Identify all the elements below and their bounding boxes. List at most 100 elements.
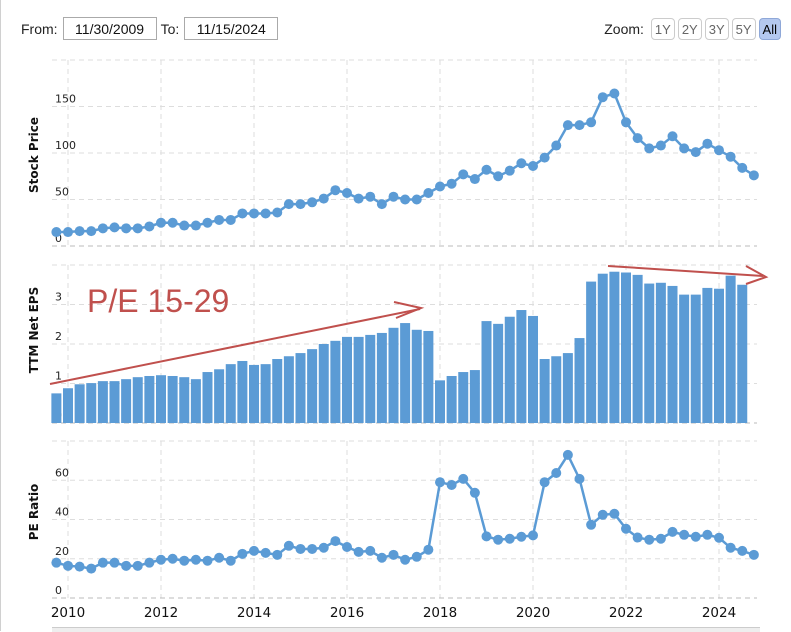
data-point <box>551 467 562 478</box>
data-point <box>528 530 538 541</box>
eps-bar <box>737 284 748 423</box>
data-point <box>190 554 201 565</box>
y-tick-label: 1 <box>55 370 62 383</box>
zoom-3y-button[interactable]: 3Y <box>704 18 729 40</box>
zoom-5y-button[interactable]: 5Y <box>731 18 756 40</box>
y-tick-label: 0 <box>55 232 62 245</box>
y-tick-label: 100 <box>55 139 76 152</box>
zoom-controls: Zoom: 1Y 2Y 3Y 5Y All <box>604 18 781 40</box>
data-point <box>167 217 178 228</box>
data-point <box>597 509 608 520</box>
data-point <box>737 545 748 556</box>
eps-bar <box>295 353 306 423</box>
data-point <box>132 223 143 234</box>
data-point <box>376 199 387 210</box>
data-point <box>132 560 143 571</box>
eps-bar <box>446 375 457 423</box>
eps-bar <box>249 364 259 423</box>
eps-bar <box>63 388 73 423</box>
data-point <box>249 545 259 556</box>
data-point <box>562 120 573 131</box>
eps-bar <box>260 364 271 423</box>
x-tick-label: 2012 <box>144 605 178 621</box>
data-point <box>621 523 631 534</box>
data-point <box>655 140 666 151</box>
eps-bar <box>318 344 329 423</box>
to-date-input[interactable] <box>184 17 279 40</box>
x-tick-label: 2010 <box>51 605 85 621</box>
eps-bar <box>190 379 201 423</box>
data-point <box>679 529 690 540</box>
eps-bar <box>167 375 178 423</box>
data-point <box>400 554 411 565</box>
arrowhead-icon <box>745 265 769 285</box>
zoom-1y-button[interactable]: 1Y <box>650 18 675 40</box>
data-point <box>539 152 550 163</box>
eps-bar <box>644 283 655 423</box>
data-point <box>283 199 294 210</box>
eps-bar <box>51 393 62 423</box>
data-point <box>411 551 422 562</box>
eps-bar <box>400 323 411 423</box>
eps-bar <box>528 315 538 423</box>
data-point <box>353 193 364 204</box>
eps-bar <box>481 321 492 423</box>
data-point <box>202 555 213 566</box>
data-point <box>214 214 225 225</box>
data-point <box>156 554 166 565</box>
x-tick-label: 2020 <box>516 605 550 621</box>
panel-1: 0 50 100 150 Stock Price <box>27 59 759 247</box>
x-tick-label: 2018 <box>423 605 457 621</box>
from-date-input[interactable] <box>62 17 157 40</box>
data-point <box>156 217 166 228</box>
eps-bar <box>121 379 132 423</box>
zoom-all-button[interactable]: All <box>758 18 781 40</box>
eps-bar <box>423 330 434 423</box>
eps-bar <box>609 271 620 423</box>
eps-bar <box>307 349 318 423</box>
navigator-scrollbar[interactable] <box>52 627 760 632</box>
data-point <box>388 549 399 560</box>
data-point <box>121 223 132 234</box>
data-point <box>295 543 306 554</box>
eps-bar <box>365 334 376 423</box>
data-point <box>74 226 85 237</box>
data-point <box>655 533 666 544</box>
arrowhead-icon <box>393 301 425 319</box>
data-point <box>748 170 759 181</box>
zoom-2y-button[interactable]: 2Y <box>677 18 702 40</box>
data-point <box>574 120 585 131</box>
data-point <box>295 199 306 210</box>
data-point <box>353 546 364 557</box>
eps-bar <box>725 275 736 423</box>
eps-bar <box>132 377 143 423</box>
y-axis-title: PE Ratio <box>27 484 41 541</box>
data-point <box>51 557 62 568</box>
x-tick-label: 2014 <box>237 605 271 621</box>
data-point <box>725 542 736 553</box>
eps-bar <box>74 384 85 423</box>
eps-bar <box>562 353 573 423</box>
data-point <box>435 181 445 192</box>
data-point <box>51 227 62 238</box>
data-point <box>435 477 445 488</box>
data-point <box>562 449 573 460</box>
eps-bar <box>586 281 597 423</box>
y-axis-title: Stock Price <box>27 117 41 193</box>
data-point <box>179 555 190 566</box>
data-point <box>458 473 469 484</box>
y-tick-label: 50 <box>55 186 69 199</box>
data-point <box>86 226 97 237</box>
eps-bar <box>202 372 213 423</box>
data-point <box>702 138 713 149</box>
data-point <box>307 197 318 208</box>
data-point <box>214 552 225 563</box>
eps-bar <box>493 323 504 423</box>
trend-arrow-up <box>49 308 421 385</box>
panel-3: 0 20 40 60 PE Ratio 2010 2012 2014 2016 2018 2020 2… <box>27 440 759 621</box>
data-point <box>272 207 283 218</box>
data-point <box>237 548 248 559</box>
eps-bar <box>225 364 236 423</box>
data-point <box>86 563 97 574</box>
